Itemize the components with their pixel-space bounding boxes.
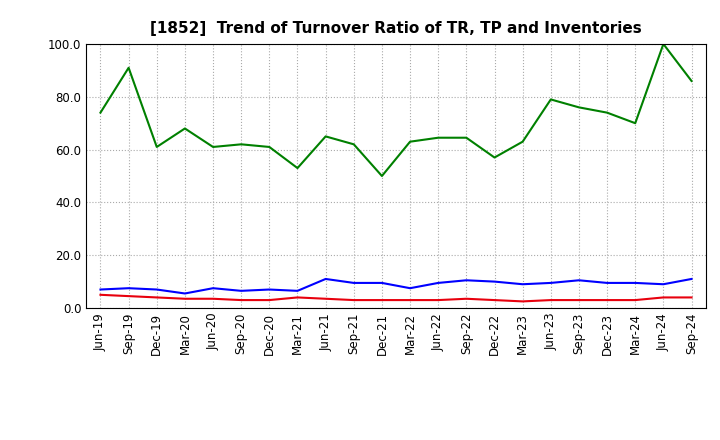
Inventories — [181, 126, 189, 131]
Inventories — [631, 121, 639, 126]
Inventories — [293, 165, 302, 171]
Trade Payables — [575, 278, 583, 283]
Trade Payables — [546, 280, 555, 286]
Trade Payables — [293, 288, 302, 293]
Inventories — [96, 110, 105, 115]
Trade Receivables — [377, 297, 386, 303]
Trade Payables — [603, 280, 611, 286]
Trade Receivables — [518, 299, 527, 304]
Inventories — [575, 105, 583, 110]
Trade Payables — [349, 280, 358, 286]
Inventories — [237, 142, 246, 147]
Inventories — [265, 144, 274, 150]
Line: Trade Receivables: Trade Receivables — [101, 295, 691, 301]
Inventories — [125, 65, 133, 70]
Trade Payables — [181, 291, 189, 296]
Trade Receivables — [406, 297, 415, 303]
Inventories — [659, 41, 667, 47]
Trade Payables — [434, 280, 443, 286]
Trade Payables — [518, 282, 527, 287]
Trade Receivables — [687, 295, 696, 300]
Title: [1852]  Trend of Turnover Ratio of TR, TP and Inventories: [1852] Trend of Turnover Ratio of TR, TP… — [150, 21, 642, 36]
Inventories — [518, 139, 527, 144]
Trade Receivables — [265, 297, 274, 303]
Trade Receivables — [321, 296, 330, 301]
Inventories — [490, 155, 499, 160]
Inventories — [349, 142, 358, 147]
Trade Payables — [237, 288, 246, 293]
Inventories — [462, 135, 471, 140]
Trade Payables — [631, 280, 639, 286]
Trade Receivables — [349, 297, 358, 303]
Trade Receivables — [546, 297, 555, 303]
Trade Payables — [377, 280, 386, 286]
Inventories — [434, 135, 443, 140]
Trade Receivables — [293, 295, 302, 300]
Trade Payables — [321, 276, 330, 282]
Trade Payables — [96, 287, 105, 292]
Inventories — [209, 144, 217, 150]
Trade Receivables — [659, 295, 667, 300]
Trade Receivables — [575, 297, 583, 303]
Inventories — [687, 78, 696, 84]
Inventories — [406, 139, 415, 144]
Trade Payables — [265, 287, 274, 292]
Trade Receivables — [603, 297, 611, 303]
Line: Trade Payables: Trade Payables — [101, 279, 691, 293]
Trade Receivables — [181, 296, 189, 301]
Trade Payables — [659, 282, 667, 287]
Inventories — [153, 144, 161, 150]
Trade Receivables — [434, 297, 443, 303]
Trade Payables — [462, 278, 471, 283]
Trade Receivables — [237, 297, 246, 303]
Trade Receivables — [631, 297, 639, 303]
Trade Receivables — [125, 293, 133, 299]
Trade Payables — [125, 286, 133, 291]
Inventories — [603, 110, 611, 115]
Trade Receivables — [209, 296, 217, 301]
Inventories — [377, 173, 386, 179]
Line: Inventories: Inventories — [101, 44, 691, 176]
Trade Receivables — [153, 295, 161, 300]
Trade Payables — [153, 287, 161, 292]
Trade Receivables — [96, 292, 105, 297]
Trade Payables — [406, 286, 415, 291]
Trade Receivables — [462, 296, 471, 301]
Trade Payables — [687, 276, 696, 282]
Trade Payables — [209, 286, 217, 291]
Inventories — [321, 134, 330, 139]
Trade Payables — [490, 279, 499, 284]
Inventories — [546, 97, 555, 102]
Trade Receivables — [490, 297, 499, 303]
